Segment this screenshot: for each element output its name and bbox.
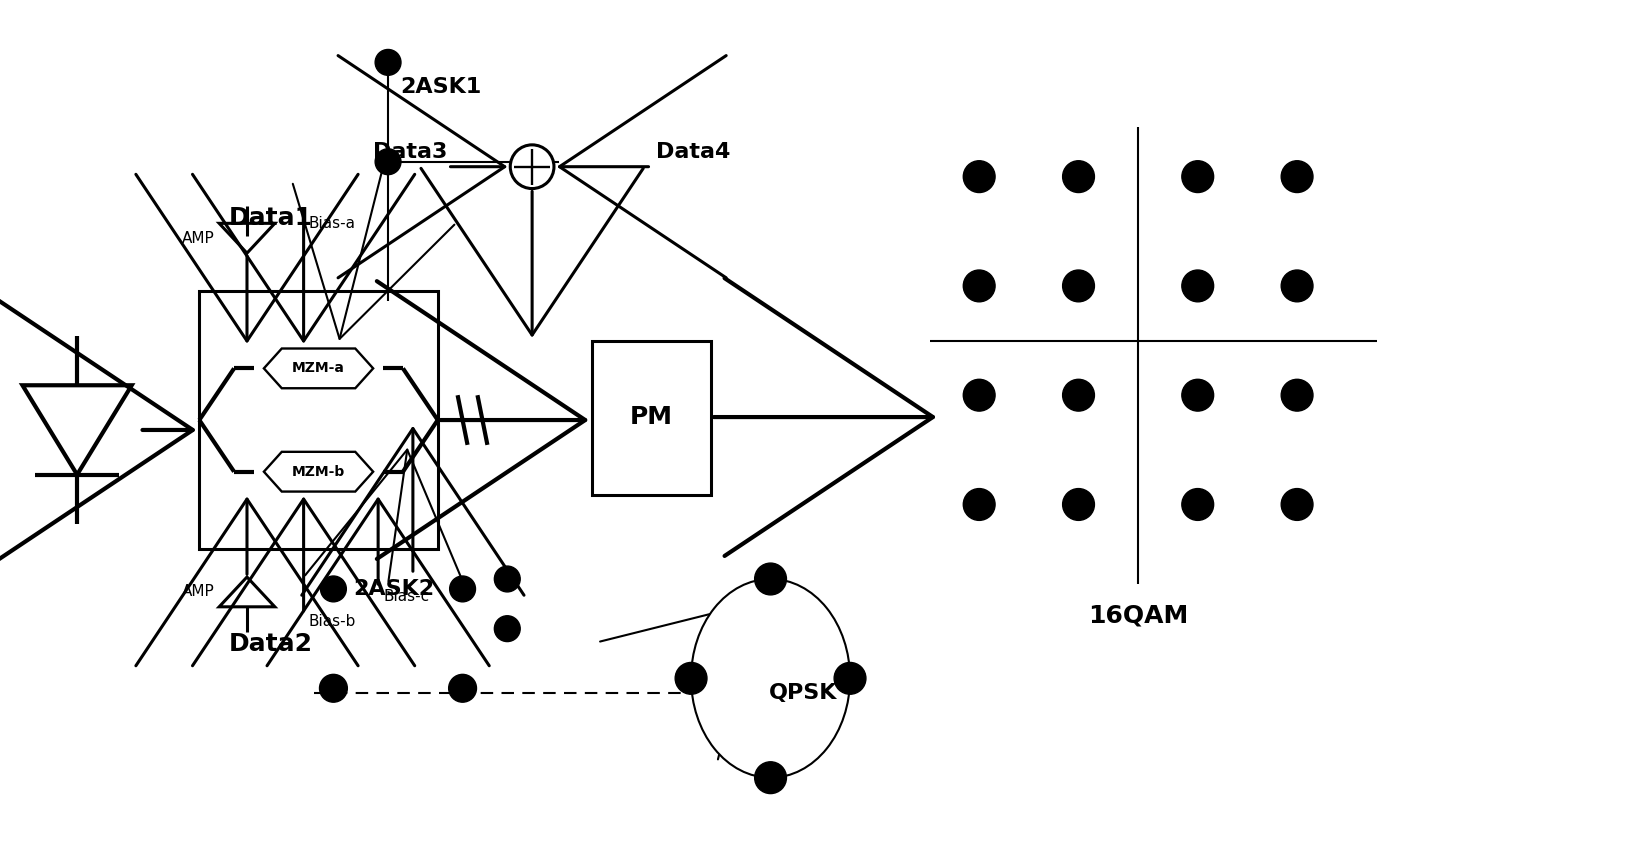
Polygon shape [264, 349, 373, 388]
Circle shape [375, 49, 401, 75]
Ellipse shape [691, 579, 850, 778]
Bar [591, 340, 711, 494]
Circle shape [1183, 380, 1214, 411]
Text: AMP: AMP [182, 231, 215, 246]
Circle shape [449, 674, 477, 702]
Circle shape [321, 576, 346, 602]
Circle shape [1063, 161, 1094, 192]
Circle shape [963, 161, 994, 192]
Circle shape [1183, 488, 1214, 520]
Circle shape [1281, 488, 1314, 520]
Circle shape [450, 576, 475, 602]
Text: Data4: Data4 [657, 142, 731, 162]
Circle shape [963, 270, 994, 302]
Text: Data1: Data1 [229, 207, 313, 231]
Text: PM: PM [631, 405, 673, 429]
Circle shape [1281, 380, 1314, 411]
Circle shape [1183, 161, 1214, 192]
Text: Bias-c: Bias-c [383, 589, 429, 604]
Circle shape [495, 566, 521, 592]
Text: QPSK: QPSK [768, 683, 837, 703]
Text: Data2: Data2 [229, 631, 313, 655]
Circle shape [375, 149, 401, 174]
Text: MZM-b: MZM-b [292, 465, 346, 479]
Polygon shape [264, 452, 373, 492]
Circle shape [1063, 270, 1094, 302]
Circle shape [963, 380, 994, 411]
Circle shape [755, 762, 786, 794]
Text: Bias-a: Bias-a [308, 216, 355, 231]
Circle shape [755, 563, 786, 595]
Circle shape [1063, 488, 1094, 520]
Circle shape [1183, 270, 1214, 302]
Text: AMP: AMP [182, 585, 215, 599]
Circle shape [319, 674, 347, 702]
Circle shape [834, 662, 867, 694]
Circle shape [1063, 380, 1094, 411]
Text: Bias-b: Bias-b [308, 614, 355, 629]
Circle shape [495, 616, 521, 642]
Circle shape [675, 662, 708, 694]
Text: 16QAM: 16QAM [1088, 604, 1188, 628]
Text: MZM-a: MZM-a [292, 362, 346, 375]
Text: 2ASK2: 2ASK2 [354, 579, 434, 599]
Circle shape [1281, 270, 1314, 302]
Circle shape [1281, 161, 1314, 192]
Circle shape [511, 145, 554, 189]
Bar [200, 291, 437, 549]
Text: 2ASK1: 2ASK1 [400, 77, 482, 97]
Text: Data3: Data3 [373, 142, 447, 162]
Circle shape [963, 488, 994, 520]
